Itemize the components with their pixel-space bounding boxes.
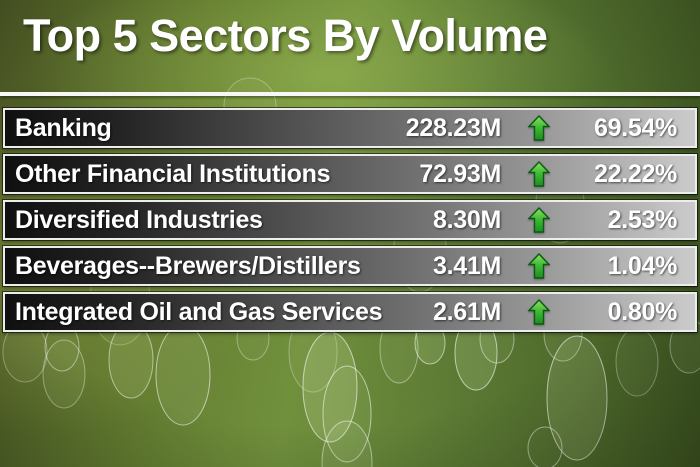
sector-percent: 2.53%: [607, 205, 678, 234]
table-row: Other Financial Institutions 72.93M 22.2…: [3, 154, 697, 194]
title-separator: [0, 92, 700, 96]
sector-name: Integrated Oil and Gas Services: [15, 297, 383, 326]
sector-name: Banking: [15, 113, 112, 142]
table-row: Diversified Industries 8.30M 2.53%: [3, 200, 697, 240]
sector-volume: 72.93M: [419, 159, 501, 188]
up-arrow-icon: [501, 253, 577, 279]
up-arrow-icon: [501, 299, 577, 325]
sector-percent: 22.22%: [594, 159, 677, 188]
sector-name: Beverages--Brewers/Distillers: [15, 251, 361, 280]
sector-percent: 1.04%: [607, 251, 678, 280]
sector-volume: 3.41M: [433, 251, 501, 280]
up-arrow-icon: [501, 115, 577, 141]
sector-percent: 0.80%: [607, 297, 678, 326]
sector-percent: 69.54%: [594, 113, 677, 142]
table-row: Integrated Oil and Gas Services 2.61M 0.…: [3, 292, 697, 332]
up-arrow-icon: [501, 207, 577, 233]
sector-volume: 8.30M: [433, 205, 501, 234]
table-row: Banking 228.23M 69.54%: [3, 108, 697, 148]
page-title: Top 5 Sectors By Volume: [23, 10, 548, 61]
up-arrow-icon: [501, 161, 577, 187]
sector-name: Other Financial Institutions: [15, 159, 331, 188]
sector-volume: 228.23M: [405, 113, 502, 142]
table-row: Beverages--Brewers/Distillers 3.41M 1.04…: [3, 246, 697, 286]
sector-name: Diversified Industries: [15, 205, 263, 234]
sector-volume: 2.61M: [433, 297, 501, 326]
sector-table: Banking 228.23M 69.54% Other Financial I…: [3, 108, 697, 338]
